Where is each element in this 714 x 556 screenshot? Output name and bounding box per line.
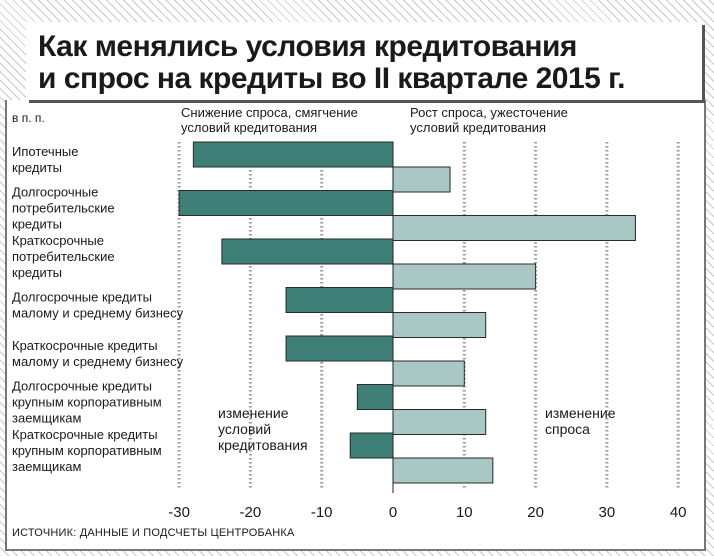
bar-demand	[392, 409, 487, 435]
bar-conditions	[349, 432, 394, 459]
category-label: крупным корпоративным	[12, 443, 162, 458]
x-tick-label: 0	[389, 504, 397, 521]
header-right: Рост спроса, ужесточение	[410, 105, 568, 120]
bar-demand	[392, 360, 465, 387]
x-tick-label: 30	[599, 504, 616, 521]
category-label: кредиты	[12, 217, 62, 232]
category-label: Краткосрочные кредиты	[12, 427, 158, 442]
bar-conditions	[192, 141, 394, 168]
bar-conditions	[356, 384, 394, 410]
header-left: условий кредитования	[181, 120, 317, 135]
category-label: Краткосрочные кредиты	[12, 338, 158, 353]
category-label: потребительские	[12, 201, 115, 216]
bar-demand	[392, 263, 537, 290]
bar-demand	[392, 215, 636, 241]
header-left: Снижение спроса, смягчение	[181, 105, 358, 120]
series-label-demand: изменение	[545, 405, 616, 421]
x-tick-label: 10	[456, 504, 473, 521]
x-tick-label: -30	[168, 504, 190, 521]
category-label: кредиты	[12, 265, 62, 280]
unit-label: в п. п.	[12, 111, 45, 125]
chart-title-line-1: Как менялись условия кредитования	[38, 30, 577, 63]
bar-demand	[392, 166, 451, 193]
category-label: кредиты	[12, 160, 62, 175]
title-block: Как менялись условия кредитования и спро…	[26, 22, 702, 100]
category-label: малому и среднему бизнесу	[12, 354, 184, 369]
x-tick-label: -20	[240, 504, 262, 521]
x-tick-label: -10	[311, 504, 333, 521]
x-tick-label: 40	[670, 504, 687, 521]
source-note: ИСТОЧНИК: ДАННЫЕ И ПОДСЧЕТЫ ЦЕНТРОБАНКА	[12, 527, 295, 539]
bar-demand	[392, 312, 487, 338]
bar-demand	[392, 457, 494, 484]
category-label: Краткосрочные	[12, 233, 104, 248]
category-label: заемщикам	[12, 459, 82, 474]
category-label: Долгосрочные кредиты	[12, 290, 152, 305]
category-label: заемщикам	[12, 411, 82, 426]
series-label-demand: спроса	[545, 421, 590, 437]
header-right: условий кредитования	[410, 120, 546, 135]
category-label: Долгосрочные	[12, 185, 98, 200]
series-label-conditions: условий	[218, 421, 271, 437]
bar-conditions	[178, 190, 394, 216]
category-label: Долгосрочные кредиты	[12, 379, 152, 394]
x-tick-label: 20	[527, 504, 544, 521]
series-label-conditions: кредитования	[218, 437, 308, 453]
bar-conditions	[221, 238, 394, 265]
chart-title-line-2: и спрос на кредиты во II квартале 2015 г…	[38, 62, 626, 95]
chart-panel	[5, 100, 706, 551]
bar-conditions	[285, 335, 394, 362]
bar-conditions	[285, 287, 394, 313]
category-label: потребительские	[12, 249, 115, 264]
category-label: крупным корпоративным	[12, 395, 162, 410]
category-label: Ипотечные	[12, 144, 78, 159]
category-label: малому и среднему бизнесу	[12, 306, 184, 321]
series-label-conditions: изменение	[218, 405, 289, 421]
